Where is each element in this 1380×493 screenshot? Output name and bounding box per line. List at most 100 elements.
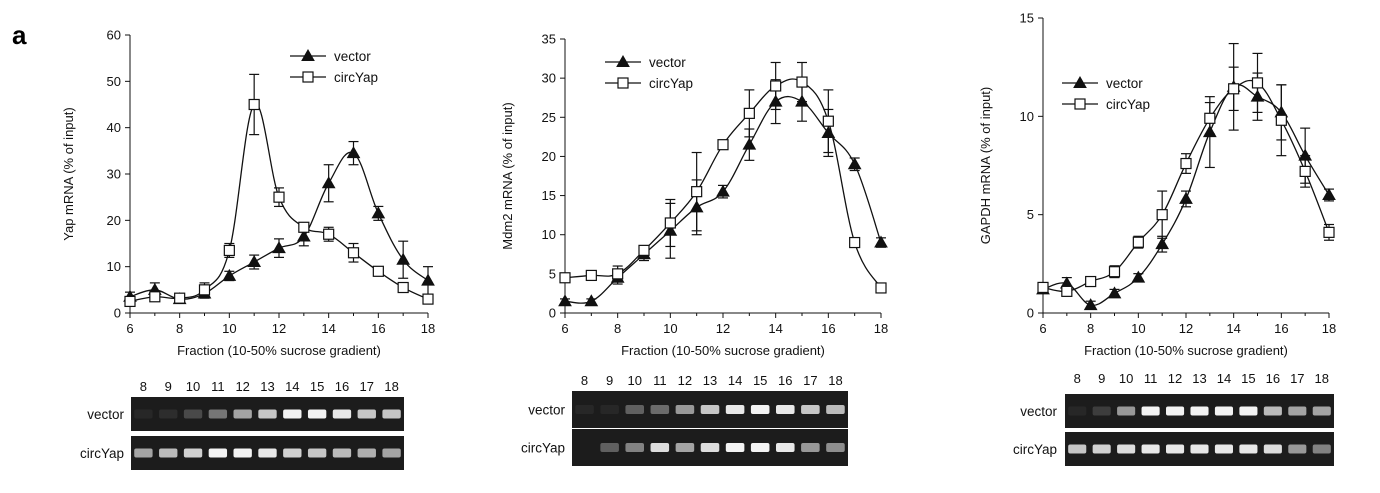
data-point [559,272,571,284]
y-tick-label: 25 [542,110,556,125]
data-point [1180,157,1192,170]
gel-lane-label: 15 [753,373,767,388]
data-point [296,229,311,242]
data-point [1156,209,1168,221]
y-tick-label: 50 [107,74,121,89]
series-line [564,78,882,289]
legend-label: circYap [649,76,693,91]
data-point [223,244,235,257]
gel-band [575,405,594,414]
gel-band [600,443,619,452]
gel-row-vector: vector [1020,394,1334,428]
x-tick-label: 18 [421,321,435,336]
gel-band [1092,406,1111,416]
x-tick-label: 14 [1226,321,1240,336]
gel-lane-label: 8 [1074,371,1081,386]
gel-band [1312,444,1331,454]
gel-band [725,405,745,414]
data-point [397,281,409,294]
x-tick-label: 14 [321,321,335,336]
legend-label: vector [649,55,686,70]
gel-lane-label: 9 [1098,371,1105,386]
legend-marker [617,77,629,89]
legend-marker [301,48,315,61]
gel-band [258,409,277,419]
gel-band [1092,444,1111,454]
x-tick-label: 12 [1179,321,1193,336]
gel-band [700,443,720,452]
gel-band [307,409,327,419]
gel-row-circYap: circYap [521,429,848,466]
x-tick-label: 14 [768,321,782,336]
data-point [198,284,211,296]
gel-band [826,443,845,452]
legend-label: circYap [334,70,378,85]
data-point [1107,286,1122,299]
data-point [1179,191,1193,204]
y-tick-label: 10 [542,227,556,242]
gel-band [801,443,820,452]
x-tick-label: 6 [126,321,133,336]
legend-label: vector [334,49,371,64]
legend: vector circYap [605,54,693,91]
gel-lane-label: 11 [653,373,667,388]
data-point [247,255,262,268]
gel-lane-label: 18 [1315,371,1329,386]
data-point [1228,83,1240,95]
gel-band [1190,444,1209,454]
legend-marker [1074,98,1086,110]
gel-band [382,409,401,419]
gel-band [1190,406,1209,416]
y-tick-label: 10 [1020,109,1034,124]
gel-band [183,409,203,419]
data-point [346,146,361,159]
data-point [716,184,730,197]
x-tick-label: 8 [1087,321,1094,336]
gel-band [159,409,178,419]
data-point [298,221,310,233]
gel-band [283,409,302,419]
x-tick-label: 18 [1322,321,1336,336]
gel-lane-label: 12 [235,379,249,394]
data-point [372,265,384,277]
x-tick-label: 10 [222,321,236,336]
x-tick-label: 16 [1274,321,1288,336]
gel-lane-label: 15 [310,379,324,394]
gel-lane-label: 9 [165,379,172,394]
y-axis-label: GAPDH mRNA (% of input) [978,87,993,245]
gel-lane-label: 16 [1266,371,1280,386]
data-point [124,295,136,308]
gel-band [1117,444,1136,454]
y-tick-label: 20 [542,149,556,164]
y-tick-label: 60 [107,28,121,43]
gel-lane-label: 11 [211,379,225,394]
x-tick-label: 12 [716,321,730,336]
gel-band [1312,406,1331,416]
gel-band [775,405,795,414]
gel-lane-label: 13 [260,379,274,394]
legend: vector circYap [1062,75,1150,112]
gel-band [1141,444,1160,454]
gel-lane-label: 17 [1290,371,1304,386]
gel-band [1288,444,1307,454]
data-point [664,217,676,229]
data-point [421,273,435,286]
gel-band [750,443,770,452]
gel-band [775,443,795,452]
data-point [584,294,599,307]
data-point [323,228,335,240]
gel-band [208,448,228,458]
gel-band [625,443,645,452]
gel-mdm2: 8 9 10 11 12 13 14 15 16 17 18 vector circYap [521,373,848,466]
legend-label: vector [1106,76,1143,91]
data-point [1251,77,1264,89]
y-tick-label: 30 [542,71,556,86]
data-point [875,282,887,294]
x-tick-label: 16 [371,321,385,336]
data-point [742,137,757,150]
data-point [847,157,862,170]
gel-lane-label: 11 [1144,371,1158,386]
gel-row-vector: vector [87,397,404,431]
y-tick-label: 5 [1027,207,1034,222]
